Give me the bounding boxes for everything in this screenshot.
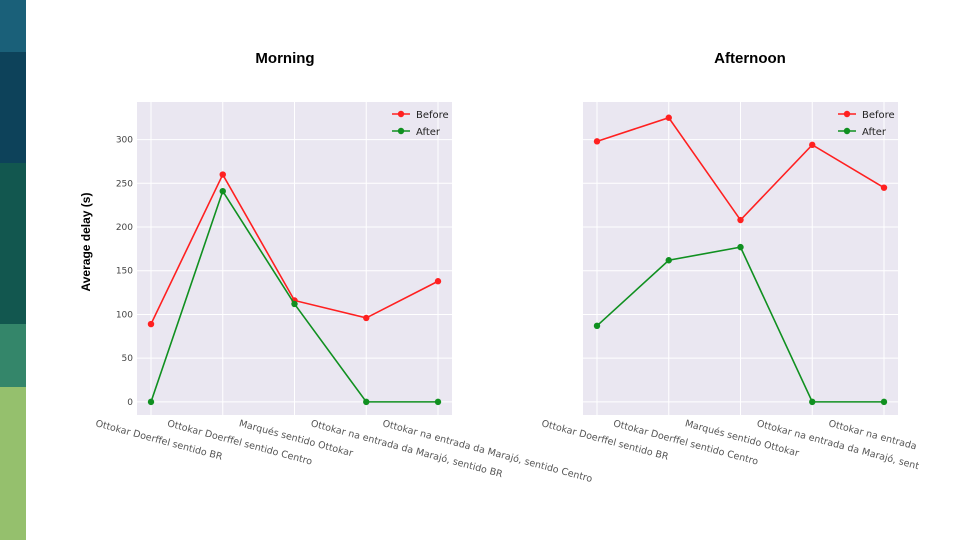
data-point [219, 171, 226, 178]
legend-label-before: Before [416, 110, 449, 121]
y-tick-label: 200 [116, 223, 133, 233]
data-point [809, 141, 816, 149]
legend: Before After [392, 110, 449, 138]
data-point [809, 398, 816, 406]
data-point [593, 138, 601, 145]
y-tick-label: 50 [122, 354, 134, 364]
data-point [593, 322, 601, 330]
data-point [880, 398, 888, 406]
data-point [434, 278, 442, 285]
data-point [291, 300, 298, 308]
y-tick-label: 300 [116, 136, 133, 146]
data-point [219, 187, 226, 195]
legend-label-before: Before [862, 110, 895, 121]
legend-marker [397, 127, 405, 135]
legend-label-after: After [416, 127, 441, 138]
data-point [147, 398, 155, 406]
y-tick-label: 250 [116, 179, 133, 189]
legend-marker [843, 127, 851, 135]
y-tick-label: 0 [127, 398, 133, 408]
legend-label-after: After [862, 127, 887, 138]
series-before [593, 114, 888, 224]
y-tick-label: 100 [116, 310, 133, 320]
x-tick-label: Ottokar Doerffel sentido BR [540, 418, 670, 463]
data-point [434, 398, 442, 406]
data-point [363, 314, 370, 322]
legend: Before After [838, 110, 895, 138]
sidebar-stripe [0, 0, 26, 52]
data-point [665, 257, 672, 264]
data-point [880, 184, 888, 191]
y-tick-label: 150 [116, 267, 133, 277]
series-after [147, 187, 442, 406]
sidebar-decoration [0, 0, 26, 540]
sidebar-stripe [0, 387, 26, 540]
data-point [737, 216, 744, 224]
sidebar-stripe [0, 163, 26, 324]
chart-title-morning: Morning [255, 50, 315, 67]
data-point [147, 320, 155, 328]
data-point [665, 114, 672, 121]
legend-marker [397, 110, 405, 118]
legend-marker [843, 110, 851, 118]
chart-title-afternoon: Afternoon [714, 50, 786, 67]
data-point [363, 398, 370, 406]
series-after [593, 243, 888, 406]
sidebar-stripe [0, 324, 26, 387]
sidebar-stripe [0, 52, 26, 163]
data-point [737, 243, 744, 251]
